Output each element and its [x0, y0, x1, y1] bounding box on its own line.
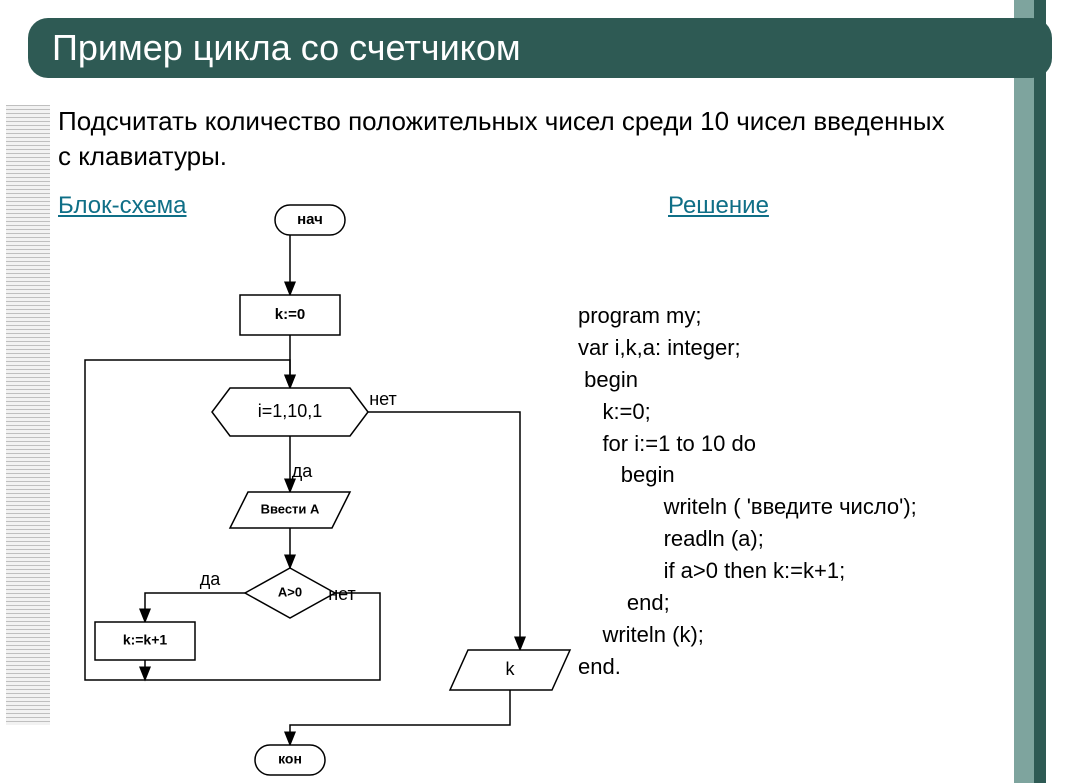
left-hatch-decoration — [6, 105, 50, 725]
flow-edge — [368, 412, 520, 650]
title-bar: Пример цикла со счетчиком — [28, 18, 1052, 78]
svg-text:да: да — [200, 569, 222, 589]
solution-link[interactable]: Решение — [668, 192, 769, 220]
svg-text:нет: нет — [369, 389, 397, 409]
svg-text:i=1,10,1: i=1,10,1 — [258, 401, 323, 421]
flow-edge — [145, 593, 245, 622]
description-text: Подсчитать количество положительных чисе… — [58, 104, 958, 174]
flow-edge — [290, 690, 510, 745]
flowchart-svg: нач k:=0 i=1,10,1 Ввести A A>0 k:=k+1 k кон да д… — [80, 190, 600, 783]
svg-text:A>0: A>0 — [278, 584, 302, 599]
svg-text:k:=k+1: k:=k+1 — [123, 632, 168, 648]
svg-text:да: да — [292, 461, 314, 481]
svg-text:нет: нет — [328, 584, 356, 604]
slide: Пример цикла со счетчиком Подсчитать кол… — [0, 0, 1080, 783]
svg-text:k:=0: k:=0 — [275, 306, 305, 323]
slide-title: Пример цикла со счетчиком — [52, 27, 521, 69]
svg-text:кон: кон — [278, 751, 302, 767]
svg-text:Ввести A: Ввести A — [261, 501, 320, 516]
svg-text:нач: нач — [297, 211, 323, 228]
right-decoration — [1000, 0, 1080, 783]
svg-text:k: k — [506, 659, 516, 679]
code-listing: program my; var i,k,a: integer; begin k:… — [578, 300, 917, 683]
